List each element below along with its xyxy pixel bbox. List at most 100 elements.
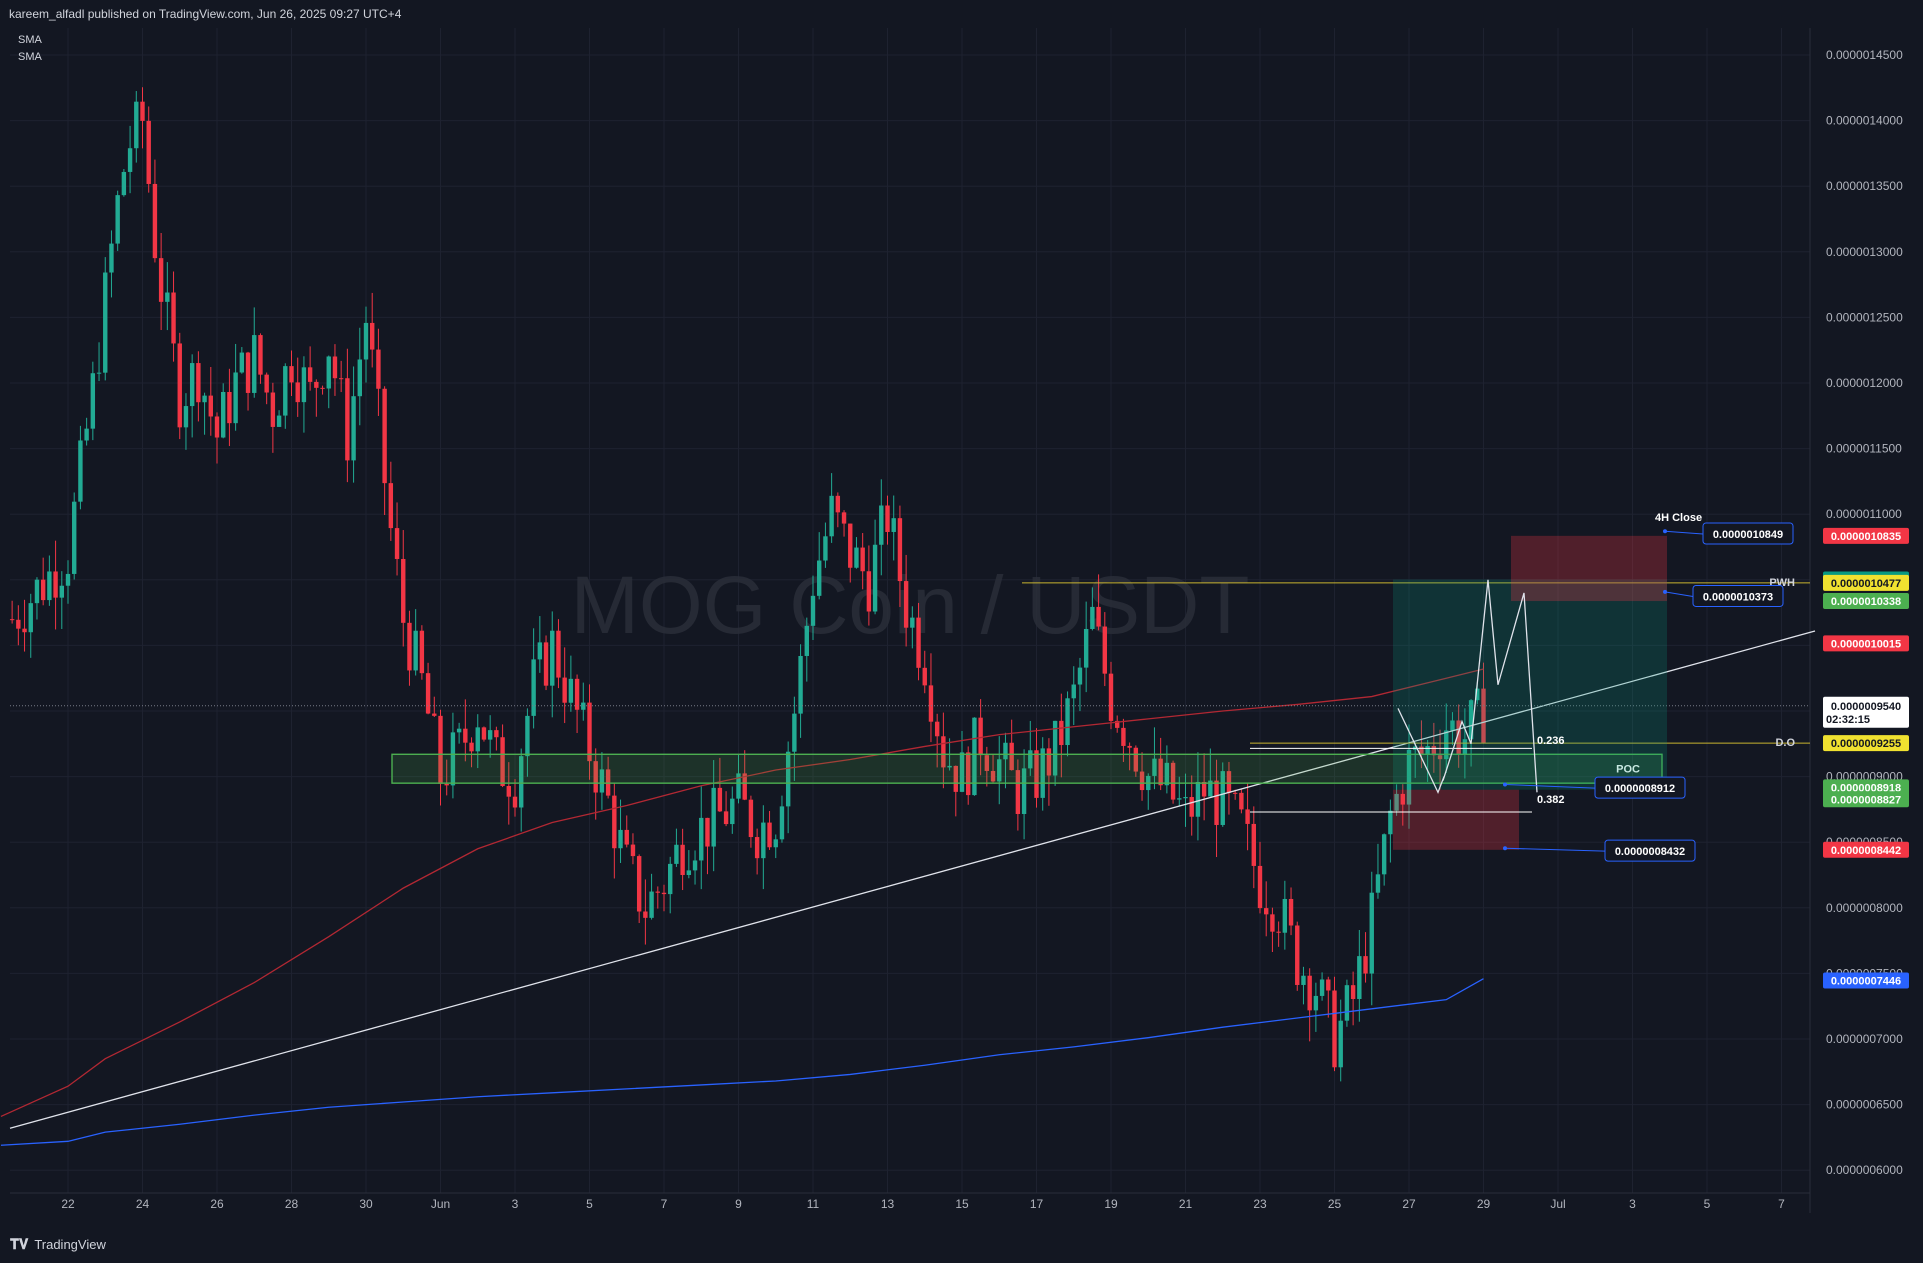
candle [1214, 759, 1219, 858]
candle [1245, 782, 1250, 851]
candle [1419, 720, 1424, 769]
tradingview-brand[interactable]: TradingView [34, 1236, 106, 1252]
candle [748, 795, 754, 848]
ascending-trendline [9, 630, 1816, 1129]
candle [183, 393, 189, 450]
candle [1307, 968, 1312, 1042]
x-tick-label: 11 [807, 1197, 820, 1211]
x-tick-label: 13 [881, 1197, 895, 1211]
candle [357, 327, 362, 426]
candle [239, 347, 245, 374]
candle [1357, 930, 1362, 1022]
candle [134, 91, 139, 163]
candle [674, 828, 679, 867]
four-h-close-label: 4H Close [1655, 512, 1702, 524]
candle [202, 392, 207, 435]
candle [1040, 737, 1045, 811]
price-badge [1823, 593, 1909, 610]
candle [351, 366, 356, 483]
candle [556, 619, 561, 689]
current-price-label: 0.0000009540 [1831, 701, 1901, 713]
candle [1276, 921, 1281, 947]
candle [1177, 776, 1182, 806]
plot-background [10, 28, 1810, 1213]
candle [798, 644, 803, 738]
chart-area[interactable]: 0.0000014500 0.0000014000 0.0000013500 0.00… [0, 28, 1923, 1225]
candle [1375, 843, 1381, 899]
candle [773, 834, 778, 859]
candle [1288, 887, 1294, 936]
candle [742, 750, 747, 801]
candle [922, 650, 927, 694]
candle [40, 557, 46, 606]
candle [1468, 699, 1474, 767]
candle [233, 343, 238, 431]
candle [425, 662, 431, 715]
candle [730, 786, 735, 834]
candle [53, 540, 58, 630]
candle [997, 736, 1002, 805]
candle [1077, 657, 1083, 712]
candle [96, 342, 102, 382]
candle [779, 795, 785, 843]
candle [295, 357, 300, 417]
candle [1437, 729, 1443, 790]
tradingview-logo-icon[interactable]: 𝐓𝐕 [10, 1235, 29, 1252]
candle [245, 351, 251, 411]
y-tick-label: 0.0000013000 [1826, 245, 1903, 259]
candle [1164, 745, 1170, 794]
x-tick-label: Jul [1550, 1197, 1565, 1211]
candle [500, 724, 505, 788]
candle [1152, 727, 1157, 790]
candle [543, 635, 549, 691]
candle [767, 811, 772, 850]
candle [370, 292, 375, 368]
candle [506, 762, 511, 825]
x-tick-label: 29 [1477, 1197, 1491, 1211]
callout-leader [1504, 847, 1606, 852]
short-stop-box [1511, 535, 1667, 602]
candle [252, 307, 257, 398]
candle [444, 759, 449, 796]
price-chart[interactable]: 0.0000014500 0.0000014000 0.0000013500 0.00… [0, 28, 1923, 1225]
y-tick-label: 0.0000012500 [1826, 310, 1903, 324]
candle [761, 805, 766, 890]
candle [158, 232, 164, 331]
candle [103, 257, 108, 381]
candle [872, 519, 878, 615]
callout-box [1702, 522, 1794, 545]
candle [189, 354, 195, 438]
candle [1158, 737, 1163, 791]
candle [897, 505, 903, 607]
candle [1096, 574, 1101, 631]
y-tick-label: 0.0000008000 [1826, 901, 1903, 915]
candle [388, 461, 394, 541]
callout-box [1692, 584, 1784, 607]
candle [177, 332, 182, 440]
candle [1406, 724, 1412, 829]
candle [587, 684, 592, 780]
legend-sma-label: SMA [18, 51, 43, 63]
candle [314, 379, 319, 417]
candle [59, 571, 64, 629]
candle [1332, 976, 1337, 1072]
candle [1425, 739, 1430, 782]
candle [1208, 748, 1213, 797]
candle [879, 479, 884, 576]
x-tick-label: 5 [1704, 1197, 1711, 1211]
candle [1381, 833, 1387, 886]
y-tick-label: 0.0000013500 [1826, 179, 1903, 193]
candle [90, 361, 96, 441]
candle [227, 368, 232, 447]
candle [612, 783, 617, 879]
candle [562, 647, 567, 724]
sma-blue-line [0, 978, 1484, 1146]
candle [475, 714, 480, 769]
candle [785, 741, 791, 834]
callout-leader [1504, 783, 1596, 789]
price-badge [1823, 527, 1909, 544]
candle [817, 532, 822, 600]
candle [208, 366, 213, 436]
candle [699, 786, 704, 890]
candle [22, 599, 27, 652]
